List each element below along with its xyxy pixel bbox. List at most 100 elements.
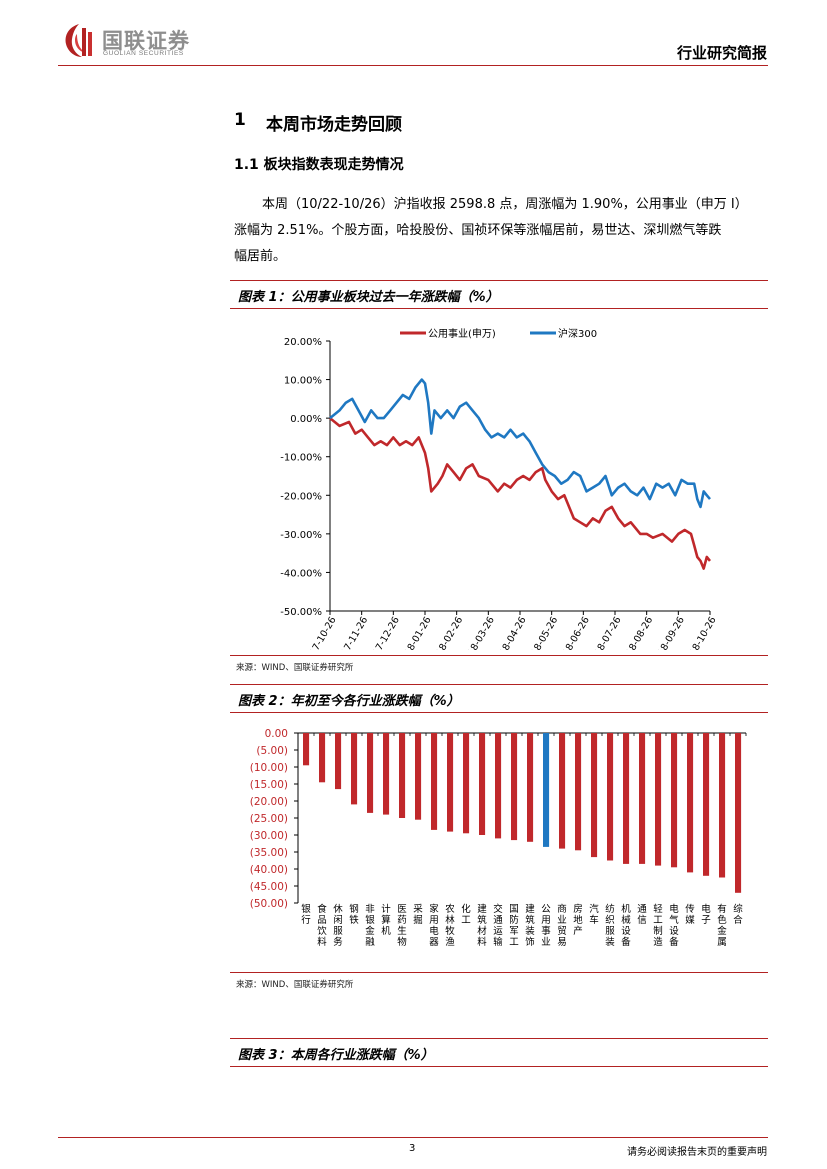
brand-logo: 国联证券 GUOLIAN SECURITIES (62, 22, 222, 62)
category-label-char: 有 (717, 903, 727, 915)
bar (415, 733, 422, 820)
category-label: 电气设备 (669, 903, 679, 948)
category-label-char: 易 (557, 937, 567, 948)
category-label: 休闲服务 (333, 903, 343, 948)
category-label: 综合 (733, 903, 743, 926)
category-label-char: 牧 (445, 925, 455, 937)
y-tick-label: -50.00% (280, 607, 322, 618)
section-number: 1 (234, 110, 246, 130)
category-label-char: 料 (317, 936, 327, 948)
category-label-char: 车 (589, 914, 599, 926)
category-label-char: 筑 (525, 914, 535, 926)
document-type: 行业研究简报 (676, 44, 767, 62)
category-label-char: 交 (493, 903, 503, 915)
category-label-char: 建 (525, 903, 535, 915)
category-label-char: 商 (557, 903, 567, 915)
category-label-char: 备 (621, 936, 631, 948)
bar (543, 733, 550, 847)
y-tick-label: 20.00% (284, 337, 322, 348)
category-label-char: 饮 (317, 925, 327, 937)
category-label: 化工 (461, 903, 471, 926)
category-label-char: 材 (477, 925, 487, 937)
category-label-char: 产 (573, 925, 583, 937)
category-label-char: 工 (509, 937, 519, 948)
category-label-char: 物 (397, 936, 407, 948)
category-label-char: 休 (333, 903, 343, 915)
category-label-char: 信 (637, 914, 647, 926)
category-label-char: 器 (429, 937, 439, 948)
legend-label: 沪深300 (558, 327, 597, 340)
category-label: 机械设备 (621, 903, 631, 948)
y-tick-label: (45.00) (250, 881, 288, 893)
x-tick-label: 2018-10-26 (681, 615, 718, 650)
category-label-char: 装 (525, 925, 535, 937)
y-tick-label: -20.00% (280, 491, 322, 502)
category-label-char: 食 (317, 903, 327, 915)
category-label: 医药生物 (397, 904, 407, 948)
bar (399, 733, 406, 818)
category-label-char: 融 (365, 937, 375, 948)
category-label-char: 生 (397, 925, 407, 937)
category-label-char: 装 (605, 936, 615, 948)
y-tick-label: -40.00% (280, 568, 322, 579)
category-label-char: 色 (717, 914, 727, 926)
category-label: 农林牧渔 (445, 903, 455, 948)
category-label-char: 国 (509, 904, 519, 915)
category-label-char: 传 (685, 903, 695, 915)
category-label-char: 用 (541, 915, 551, 926)
x-tick-label: 2018-04-26 (491, 615, 528, 650)
category-label-char: 房 (573, 903, 583, 915)
category-label-char: 机 (381, 925, 391, 937)
bar (559, 733, 566, 849)
y-tick-label: (40.00) (250, 864, 288, 876)
category-label-char: 造 (653, 936, 663, 948)
category-label-char: 工 (461, 915, 471, 926)
category-label: 交通运输 (493, 903, 503, 948)
category-label-char: 防 (509, 914, 519, 926)
category-label-char: 行 (301, 914, 311, 926)
bar (623, 733, 630, 864)
category-label: 国防军工 (509, 904, 519, 948)
figure1-bottom-rule (230, 655, 768, 656)
x-tick-label: 2017-12-26 (365, 615, 402, 650)
y-tick-label: -10.00% (280, 453, 322, 464)
category-label-char: 饰 (525, 936, 535, 948)
figure3-title: 图表 3：本周各行业涨跌幅（%） (238, 1048, 434, 1063)
category-label-char: 轻 (653, 903, 663, 915)
category-label-char: 气 (669, 914, 679, 926)
category-label-char: 机 (621, 903, 631, 915)
figure2-title: 图表 2：年初至今各行业涨跌幅（%） (238, 694, 460, 709)
bar (383, 733, 390, 815)
figure1-source: 来源：WIND、国联证券研究所 (236, 663, 354, 673)
bar (527, 733, 534, 842)
category-label-char: 械 (621, 914, 631, 926)
category-label-char: 业 (557, 915, 567, 926)
category-label-char: 建 (477, 903, 487, 915)
bar (719, 733, 726, 878)
category-label-char: 贸 (557, 925, 567, 937)
category-label-char: 综 (733, 903, 743, 915)
figure3-top-rule (230, 1038, 768, 1039)
category-label: 食品饮料 (317, 903, 327, 948)
category-label: 计算机 (381, 903, 391, 937)
subsection-title: 1.1 板块指数表现走势情况 (234, 157, 404, 173)
y-tick-label: (10.00) (250, 762, 288, 774)
bar (447, 733, 454, 832)
category-label-char: 电 (429, 925, 439, 937)
y-tick-label: 10.00% (284, 376, 322, 387)
bar (671, 733, 678, 868)
category-label: 轻工制造 (653, 903, 663, 948)
bar-chart: 0.00 (5.00) (10.00) (15.00) (20.00) (25.00) (3… (250, 728, 747, 948)
x-tick-label: 2018-07-26 (586, 615, 623, 650)
legend-label: 公用事业(申万) (428, 327, 496, 340)
category-label-char: 务 (333, 936, 343, 948)
y-tick-label: (25.00) (250, 813, 288, 825)
category-label-char: 纺 (605, 903, 615, 915)
bar (463, 733, 470, 834)
category-label-char: 算 (381, 914, 391, 926)
category-label: 公用事业 (541, 904, 551, 948)
y-tick-label: (35.00) (250, 847, 288, 859)
figure2-bottom-rule (230, 972, 768, 973)
category-label-char: 地 (573, 914, 583, 926)
category-label: 商业贸易 (557, 903, 567, 948)
